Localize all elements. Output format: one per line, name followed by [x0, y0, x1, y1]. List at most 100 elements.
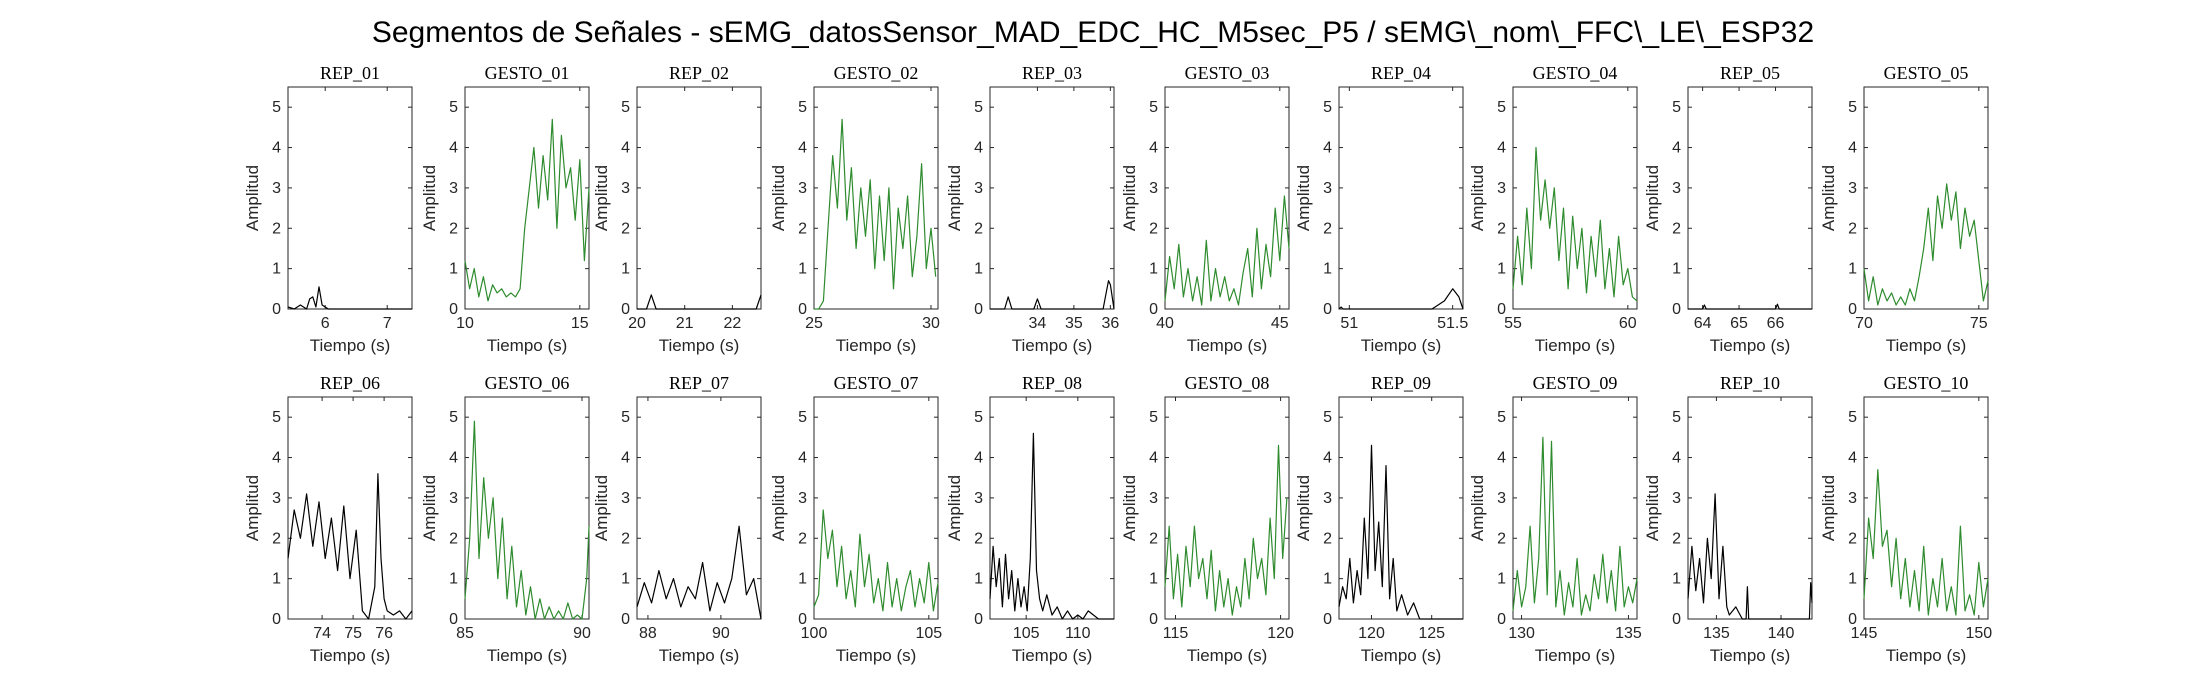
- y-tick-label: 1: [1848, 261, 1857, 278]
- subplot-title: REP_01: [320, 63, 380, 83]
- y-tick-label: 2: [1848, 220, 1857, 237]
- x-tick-label: 45: [1271, 315, 1289, 332]
- x-tick-label: 74: [313, 625, 331, 642]
- y-tick-label: 5: [272, 409, 281, 426]
- x-tick-label: 21: [676, 315, 694, 332]
- y-tick-label: 3: [798, 180, 807, 197]
- x-tick-label: 66: [1767, 315, 1785, 332]
- x-axis-label: Tiempo (s): [1535, 646, 1616, 665]
- signal-line-gesto-05: [1863, 183, 1989, 306]
- x-tick-label: 6: [321, 315, 330, 332]
- plot-area: [287, 396, 413, 620]
- y-tick-label: 4: [272, 450, 281, 467]
- y-axis-label: Amplitud: [1468, 475, 1487, 541]
- y-axis-label: Amplitud: [1120, 475, 1139, 541]
- subplot-gesto-08: GESTO_08 0 1 2 3 4 5 115 120 Tiempo (s) Amplitud: [1120, 373, 1294, 665]
- y-tick-label: 4: [1323, 450, 1332, 467]
- y-tick-label: 0: [1672, 301, 1681, 318]
- y-tick-label: 1: [621, 261, 630, 278]
- signal-line-rep-10: [1687, 493, 1813, 620]
- subplot-title: REP_03: [1022, 63, 1082, 83]
- y-tick-label: 2: [272, 530, 281, 547]
- figure-title: Segmentos de Señales - sEMG_datosSensor_…: [372, 16, 1814, 49]
- subplot-title: GESTO_04: [1533, 63, 1618, 83]
- subplot-title: GESTO_02: [834, 63, 919, 83]
- y-tick-label: 2: [449, 530, 458, 547]
- plot-area: [1338, 86, 1464, 310]
- plot-area: [464, 86, 590, 310]
- y-tick-label: 0: [272, 611, 281, 628]
- x-axis-label: Tiempo (s): [487, 336, 568, 355]
- y-axis-label: Amplitud: [1294, 475, 1313, 541]
- plot-area: [989, 86, 1115, 310]
- plot-area: [989, 396, 1115, 620]
- y-axis-label: Amplitud: [1294, 165, 1313, 231]
- subplot-title: REP_09: [1371, 373, 1431, 393]
- x-tick-label: 100: [801, 625, 828, 642]
- x-tick-label: 60: [1619, 315, 1637, 332]
- y-tick-label: 1: [1497, 571, 1506, 588]
- y-tick-label: 0: [621, 301, 630, 318]
- subplot-rep-04: REP_04 0 1 2 3 4 5 51 51.5 Tiempo (s) Amplitud: [1294, 63, 1468, 355]
- y-tick-label: 2: [1672, 220, 1681, 237]
- x-axis-label: Tiempo (s): [1361, 336, 1442, 355]
- y-tick-label: 3: [974, 490, 983, 507]
- subplot-title: REP_02: [669, 63, 729, 83]
- y-tick-label: 3: [1848, 490, 1857, 507]
- y-tick-label: 0: [1848, 611, 1857, 628]
- y-tick-label: 0: [798, 611, 807, 628]
- x-tick-label: 85: [456, 625, 474, 642]
- y-tick-label: 2: [1149, 530, 1158, 547]
- y-axis-label: Amplitud: [592, 165, 611, 231]
- signal-line-rep-05: [1688, 303, 1812, 310]
- x-tick-label: 51.5: [1437, 315, 1468, 332]
- y-tick-label: 1: [798, 261, 807, 278]
- x-tick-label: 30: [922, 315, 940, 332]
- y-tick-label: 2: [449, 220, 458, 237]
- y-tick-label: 1: [798, 571, 807, 588]
- y-tick-label: 5: [1149, 99, 1158, 116]
- x-tick-label: 25: [805, 315, 823, 332]
- plot-area: [813, 86, 939, 310]
- subplot-title: GESTO_10: [1884, 373, 1969, 393]
- subplot-gesto-07: GESTO_07 0 1 2 3 4 5 100 105 Tiempo (s) Amplitud: [769, 373, 942, 665]
- y-tick-label: 1: [974, 571, 983, 588]
- y-tick-label: 3: [1149, 180, 1158, 197]
- y-tick-label: 3: [974, 180, 983, 197]
- y-axis-label: Amplitud: [420, 475, 439, 541]
- y-tick-label: 4: [621, 450, 630, 467]
- x-axis-label: Tiempo (s): [836, 646, 917, 665]
- x-axis-label: Tiempo (s): [1535, 336, 1616, 355]
- y-tick-label: 1: [1848, 571, 1857, 588]
- y-tick-label: 1: [1323, 261, 1332, 278]
- y-axis-label: Amplitud: [945, 165, 964, 231]
- x-tick-label: 120: [1358, 625, 1385, 642]
- y-tick-label: 5: [272, 99, 281, 116]
- signal-line-gesto-06: [464, 420, 590, 620]
- plot-area: [1338, 396, 1464, 620]
- y-tick-label: 2: [1323, 220, 1332, 237]
- x-axis-label: Tiempo (s): [1886, 646, 1967, 665]
- y-tick-label: 5: [1672, 99, 1681, 116]
- signal-line-gesto-03: [1164, 195, 1290, 306]
- y-tick-label: 0: [449, 301, 458, 318]
- y-tick-label: 1: [1149, 261, 1158, 278]
- x-tick-label: 35: [1065, 315, 1083, 332]
- plot-area: [1512, 86, 1638, 310]
- signal-line-rep-02: [637, 294, 762, 310]
- y-tick-label: 0: [1323, 611, 1332, 628]
- y-tick-label: 3: [272, 180, 281, 197]
- y-tick-label: 5: [621, 99, 630, 116]
- y-tick-label: 2: [1497, 220, 1506, 237]
- x-tick-label: 90: [712, 625, 730, 642]
- y-tick-label: 0: [798, 301, 807, 318]
- x-axis-label: Tiempo (s): [310, 646, 391, 665]
- y-tick-label: 1: [272, 571, 281, 588]
- subplot-rep-06: REP_06 0 1 2 3 4 5 74 75 76 Tiempo (s) Amplitud: [243, 373, 413, 665]
- subplot-title: GESTO_09: [1533, 373, 1618, 393]
- y-axis-label: Amplitud: [945, 475, 964, 541]
- signal-line-gesto-02: [814, 118, 937, 310]
- y-tick-label: 1: [1672, 571, 1681, 588]
- x-tick-label: 75: [1970, 315, 1988, 332]
